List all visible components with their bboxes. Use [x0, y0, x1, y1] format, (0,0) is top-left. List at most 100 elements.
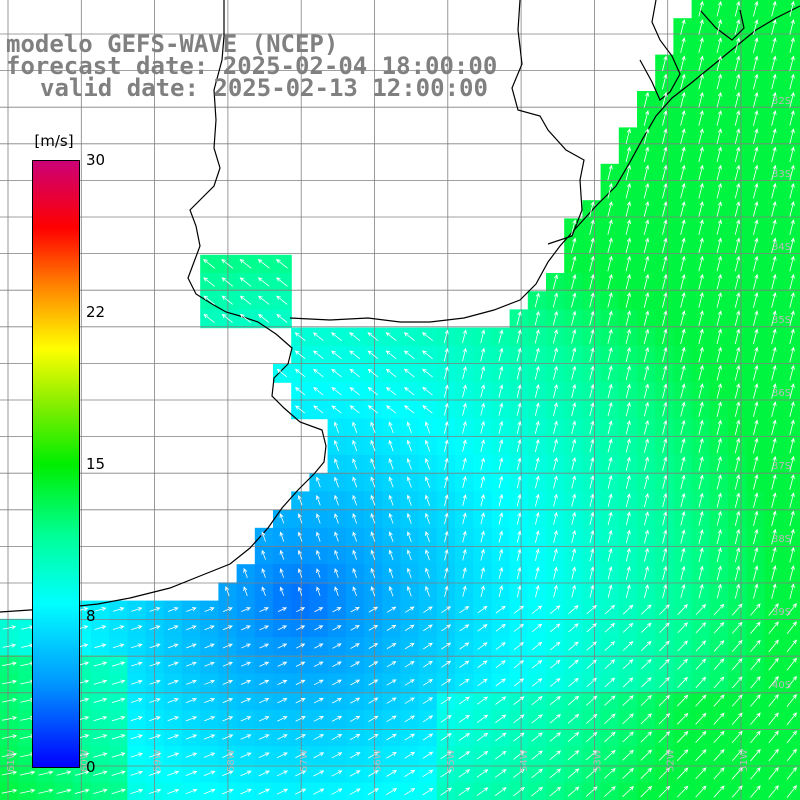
wind-arrow — [221, 788, 234, 795]
wind-speed-cell — [436, 764, 456, 784]
wind-speed-cell — [564, 600, 583, 620]
wind-arrow — [713, 749, 725, 762]
wind-arrow — [553, 457, 558, 471]
wind-speed-cell — [509, 728, 529, 747]
wind-speed-cell — [600, 600, 620, 620]
wind-arrow — [607, 310, 613, 326]
wind-arrow — [571, 438, 577, 453]
wind-arrow — [480, 439, 485, 452]
wind-arrow — [313, 716, 325, 722]
wind-speed-cell — [436, 673, 456, 693]
wind-arrow — [658, 767, 671, 780]
wind-arrow — [662, 474, 668, 490]
wind-speed-cell — [345, 673, 365, 693]
wind-arrow — [277, 734, 288, 740]
wind-arrow — [589, 584, 595, 598]
wind-arrow — [625, 584, 631, 598]
wind-arrow — [753, 437, 759, 454]
wind-arrow — [789, 146, 795, 163]
wind-arrow — [259, 625, 270, 631]
wind-speed-cell — [436, 691, 456, 711]
wind-arrow — [625, 128, 631, 144]
wind-arrow — [388, 421, 394, 434]
wind-arrow — [386, 661, 397, 668]
wind-arrow — [680, 365, 686, 381]
wind-arrow — [535, 511, 540, 525]
wind-arrow — [313, 679, 324, 686]
wind-arrow — [604, 731, 616, 743]
wind-speed-cell — [345, 600, 365, 620]
wind-arrow — [771, 273, 777, 290]
wind-speed-cell — [291, 637, 310, 656]
wind-speed-cell — [691, 637, 711, 656]
wind-speed-cell — [691, 618, 711, 638]
wind-arrow — [643, 438, 650, 453]
wind-arrow — [698, 237, 704, 254]
wind-arrow — [676, 749, 689, 762]
wind-arrow — [698, 547, 704, 563]
wind-speed-cell — [564, 746, 583, 765]
wind-arrow — [534, 347, 540, 362]
wind-arrow — [662, 91, 668, 108]
wind-arrow — [295, 752, 307, 759]
wind-arrow — [534, 402, 540, 416]
wind-arrow — [680, 401, 686, 417]
wind-arrow — [112, 607, 125, 612]
wind-speed-cell — [564, 691, 583, 711]
wind-arrow — [352, 494, 358, 506]
wind-arrow — [444, 567, 449, 579]
wind-arrow — [662, 547, 668, 562]
wind-arrow — [644, 511, 649, 526]
wind-arrow — [771, 364, 777, 381]
wind-arrow — [625, 255, 631, 272]
wind-arrow — [386, 642, 397, 650]
wind-arrow — [222, 625, 233, 631]
wind-arrow — [644, 584, 649, 599]
wind-arrow — [332, 625, 342, 631]
wind-arrow — [513, 660, 525, 669]
wind-arrow — [313, 368, 324, 378]
wind-arrow — [459, 678, 470, 687]
wind-arrow — [698, 110, 704, 126]
wind-arrow — [240, 716, 252, 722]
wind-arrow — [498, 439, 504, 452]
wind-speed-cell — [600, 618, 620, 638]
wind-arrow — [185, 679, 197, 685]
wind-arrow — [276, 277, 288, 287]
wind-arrow — [731, 694, 743, 707]
wind-arrow — [607, 456, 613, 471]
wind-arrow — [771, 164, 777, 181]
wind-speed-cell — [291, 673, 310, 693]
wind-arrow — [567, 750, 580, 761]
wind-arrow — [734, 328, 741, 345]
wind-arrow — [771, 401, 777, 417]
wind-speed-cell — [709, 728, 729, 747]
wind-speed-cell — [673, 600, 693, 620]
wind-arrow — [753, 91, 759, 108]
wind-speed-cell — [382, 691, 401, 711]
wind-arrow — [625, 237, 631, 254]
wind-arrow — [643, 273, 650, 290]
wind-speed-cell — [546, 600, 565, 620]
wind-arrow — [185, 716, 198, 722]
wind-arrow — [680, 164, 686, 181]
wind-arrow — [750, 639, 761, 653]
wind-speed-cell — [364, 637, 383, 656]
wind-speed-cell — [309, 728, 329, 747]
wind-arrow — [258, 716, 270, 722]
wind-speed-cell — [618, 709, 638, 729]
wind-arrow — [786, 639, 797, 653]
wind-arrow — [713, 603, 725, 616]
wind-arrow — [516, 384, 522, 398]
latitude-label: 32S — [772, 96, 791, 107]
wind-arrow — [167, 752, 180, 758]
wind-arrow — [658, 694, 671, 707]
wind-arrow — [444, 548, 449, 561]
wind-arrow — [239, 295, 252, 305]
wind-arrow — [443, 366, 449, 380]
wind-arrow — [441, 642, 452, 650]
wind-arrow — [349, 733, 361, 741]
wind-arrow — [771, 182, 777, 199]
wind-arrow — [331, 697, 343, 704]
